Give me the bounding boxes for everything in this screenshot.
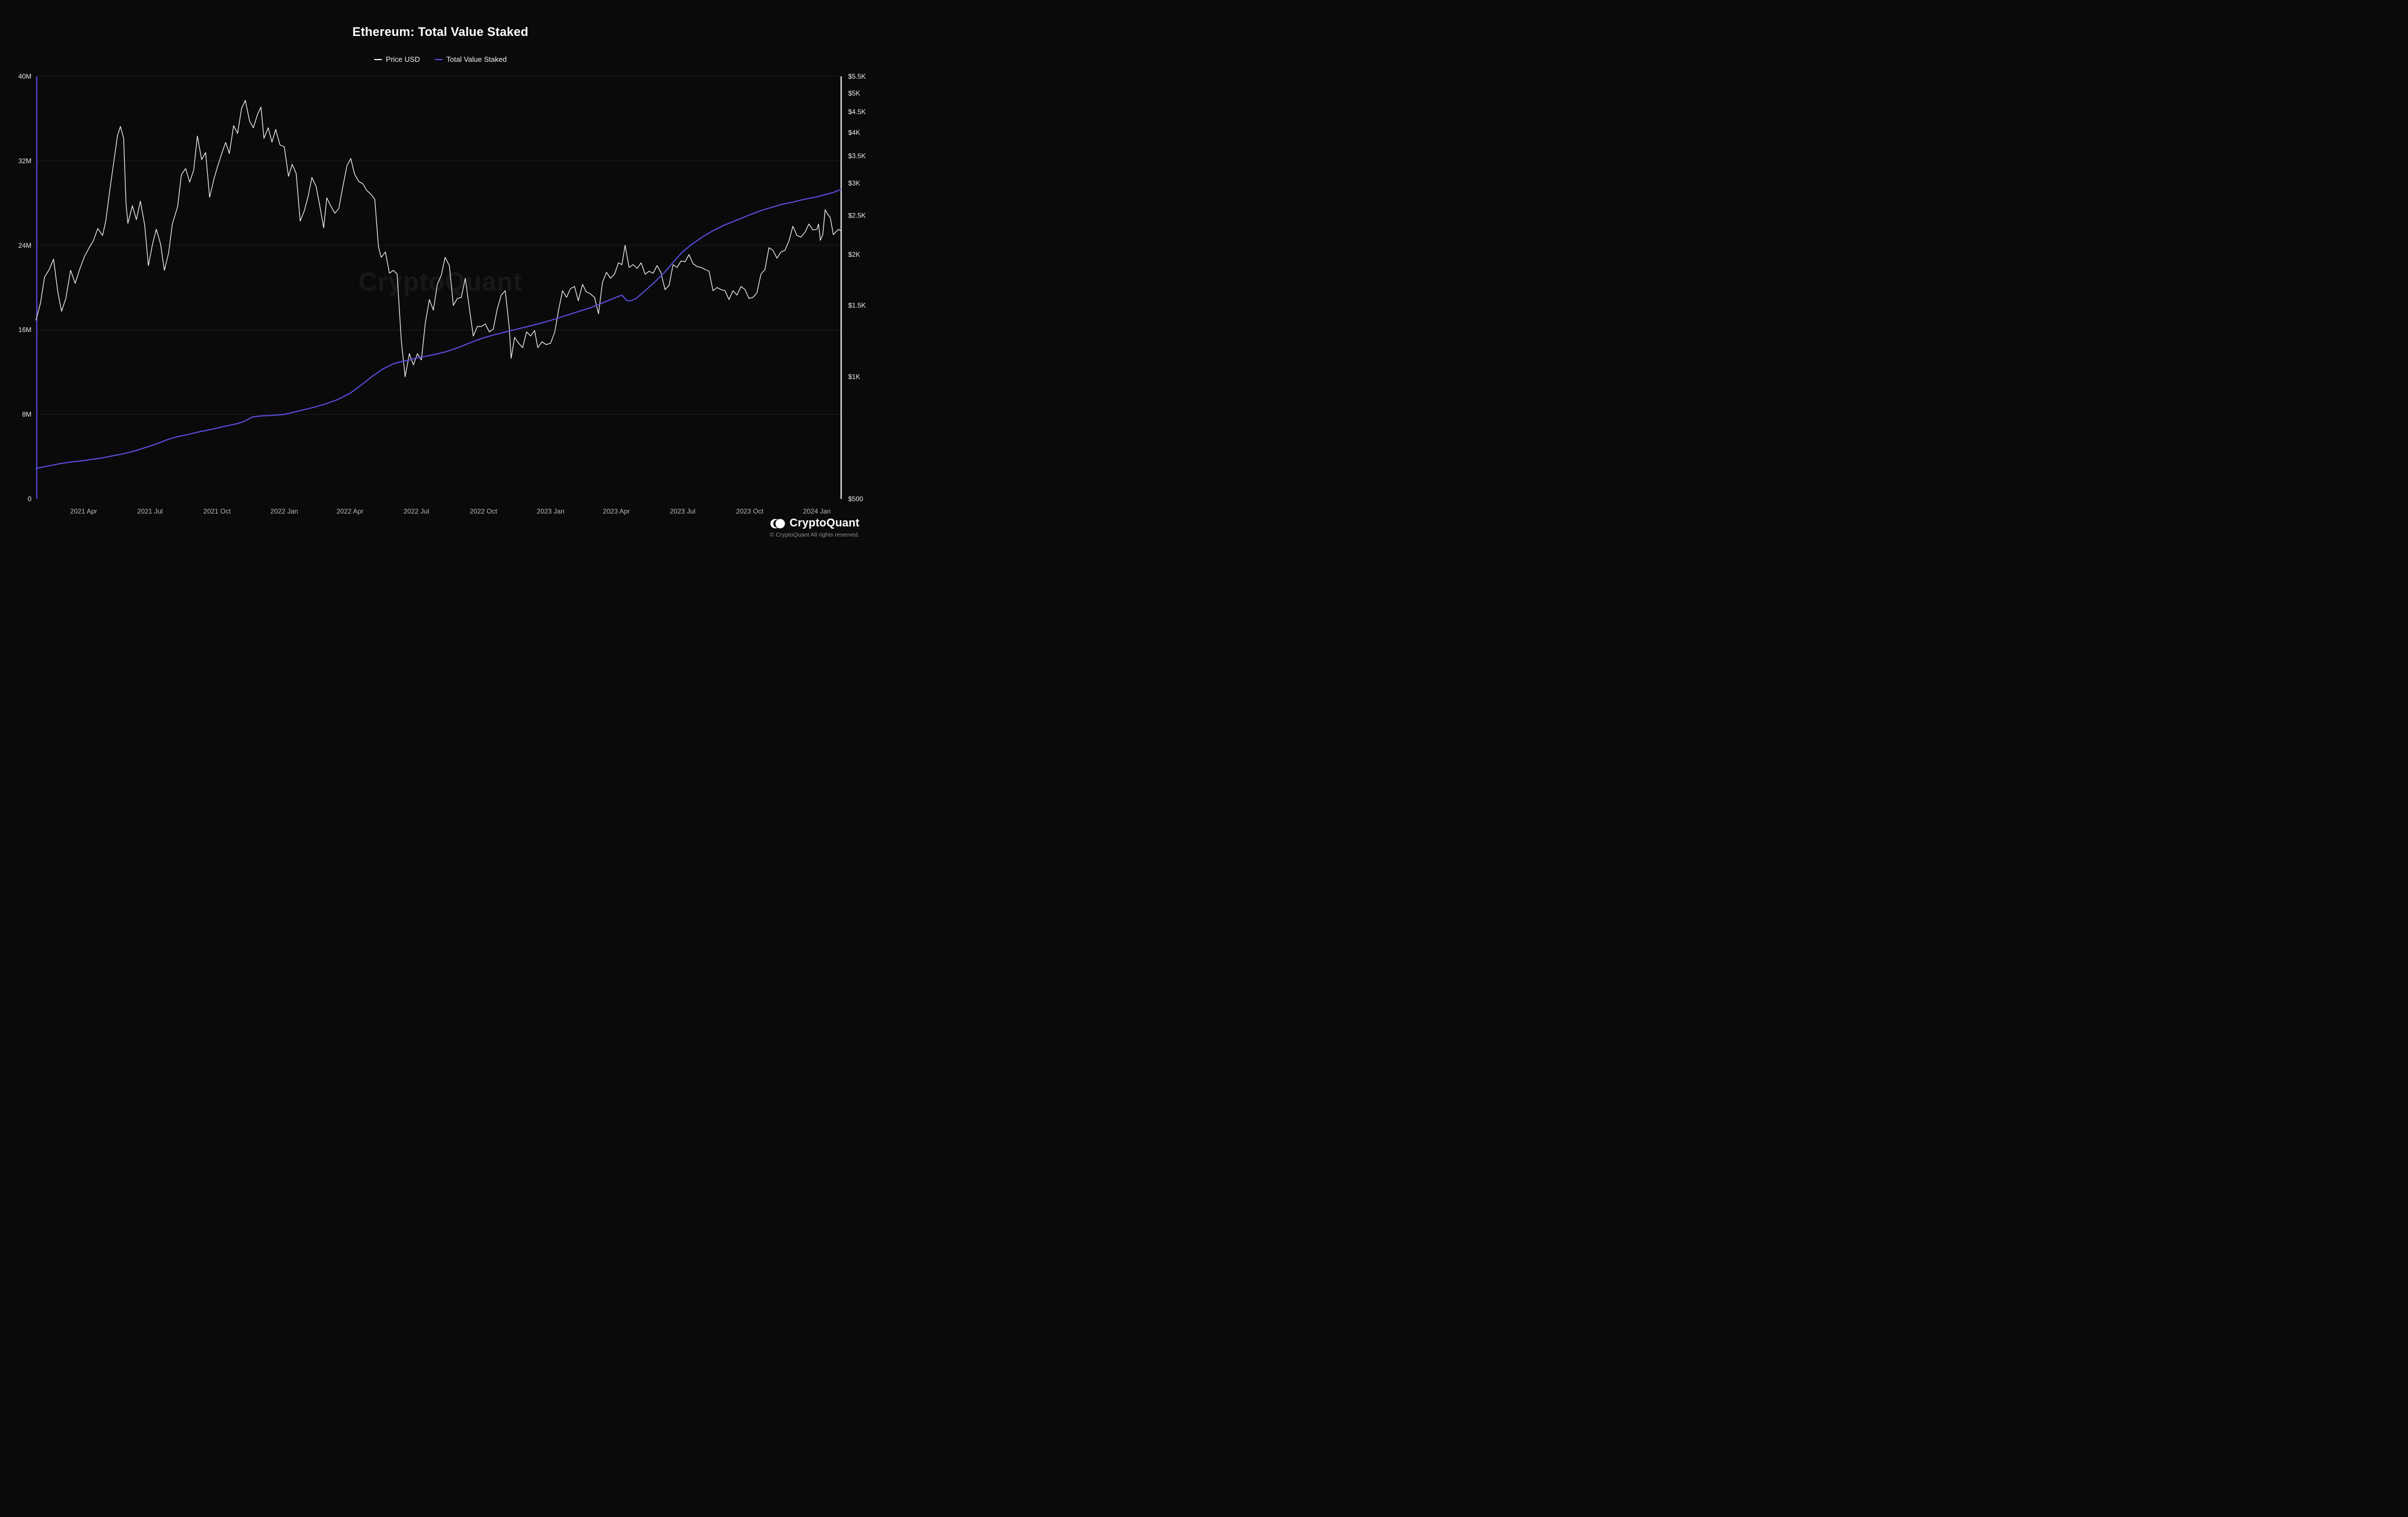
brand: CryptoQuant bbox=[770, 517, 859, 530]
right-axis-tick-label: $2K bbox=[848, 251, 860, 258]
cryptoquant-logo-icon bbox=[770, 519, 785, 528]
right-axis-tick-label: $5.5K bbox=[848, 72, 866, 80]
left-axis-tick-label: 40M bbox=[19, 72, 31, 80]
left-axis-tick-label: 8M bbox=[22, 411, 31, 419]
legend-label-total-value-staked: Total Value Staked bbox=[446, 55, 507, 63]
x-axis-tick-label: 2023 Jul bbox=[670, 507, 695, 515]
x-axis-tick-label: 2022 Jul bbox=[404, 507, 429, 515]
brand-name: CryptoQuant bbox=[789, 517, 859, 529]
right-axis-tick-label: $2.5K bbox=[848, 211, 866, 219]
left-axis-tick-label: 32M bbox=[19, 157, 31, 165]
left-axis-tick-label: 24M bbox=[19, 242, 31, 249]
legend-item-price-usd[interactable]: Price USD bbox=[374, 55, 420, 63]
chart-canvas[interactable]: 40M 32M 24M 16M 8M 0 $5.5K $5K $4.5K $4K $3.5K $3K $… bbox=[0, 0, 881, 555]
x-axis-tick-label: 2022 Oct bbox=[470, 507, 497, 515]
series-line-total-value-staked bbox=[35, 189, 841, 469]
total-value-staked-swatch-icon bbox=[434, 58, 443, 60]
x-axis-tick-label: 2023 Apr bbox=[603, 507, 630, 515]
x-axis-tick-label: 2021 Apr bbox=[70, 507, 97, 515]
right-axis-tick-label: $3.5K bbox=[848, 152, 866, 160]
legend-label-price-usd: Price USD bbox=[385, 55, 420, 63]
x-axis-tick-label: 2021 Oct bbox=[203, 507, 231, 515]
page: { "app": { "watermark": "CryptoQuant", "… bbox=[0, 0, 881, 555]
right-axis-tick-label: $4K bbox=[848, 129, 860, 137]
legend-item-total-value-staked[interactable]: Total Value Staked bbox=[434, 55, 507, 63]
footer-brand-block: CryptoQuant © CryptoQuant All rights res… bbox=[770, 517, 859, 538]
x-axis-tick-label: 2022 Jan bbox=[270, 507, 298, 515]
x-axis-tick-label: 2022 Apr bbox=[336, 507, 363, 515]
right-axis-tick-label: $4.5K bbox=[848, 108, 866, 116]
series-line-price-usd bbox=[35, 100, 841, 378]
price-usd-swatch-icon bbox=[374, 58, 382, 60]
right-axis-tick-label: $3K bbox=[848, 179, 860, 187]
x-axis-tick-label: 2023 Oct bbox=[736, 507, 763, 515]
chart-title: Ethereum: Total Value Staked bbox=[352, 25, 529, 39]
legend: Price USD Total Value Staked bbox=[0, 55, 881, 63]
right-axis-tick-label: $1.5K bbox=[848, 302, 866, 310]
x-axis-tick-label: 2024 Jan bbox=[803, 507, 831, 515]
x-axis-tick-label: 2023 Jan bbox=[537, 507, 565, 515]
left-axis-tick-label: 0 bbox=[28, 495, 31, 503]
copyright-text: © CryptoQuant All rights reserved. bbox=[770, 532, 859, 538]
right-axis-tick-label: $1K bbox=[848, 373, 860, 381]
left-axis-tick-label: 16M bbox=[19, 326, 31, 334]
x-axis-tick-label: 2021 Jul bbox=[137, 507, 162, 515]
right-axis-tick-label: $500 bbox=[848, 495, 863, 503]
right-axis-tick-label: $5K bbox=[848, 89, 860, 97]
